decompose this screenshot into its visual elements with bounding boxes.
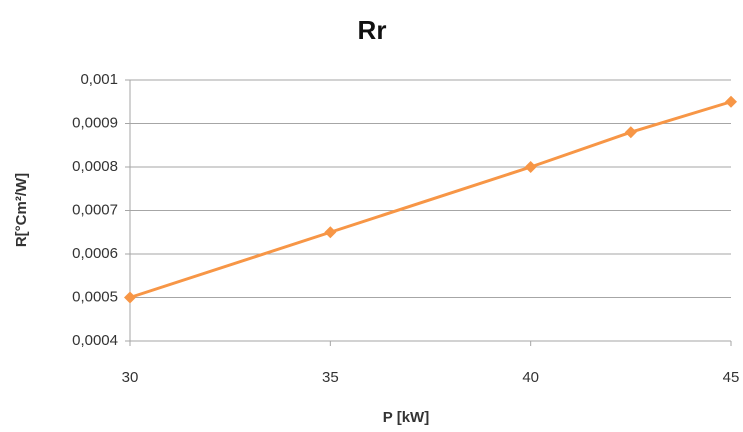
marker: [624, 126, 637, 139]
marker: [324, 226, 337, 239]
marker: [524, 161, 537, 173]
y-tick-label: 0,0007: [72, 201, 118, 218]
y-tick-label: 0,001: [80, 71, 118, 88]
line: [129, 100, 732, 299]
y-tick-label: 0,0009: [72, 114, 118, 131]
chart-title: Rr: [358, 15, 387, 45]
y-tick-label: 0,0006: [72, 245, 118, 262]
marker: [124, 291, 136, 304]
y-axis-title: R[°Cm²/W]: [13, 173, 30, 247]
x-tick-label: 30: [122, 369, 139, 386]
x-tick-label: 40: [522, 369, 539, 386]
y-tick-label: 0,0005: [72, 288, 118, 305]
x-axis-title: P [kW]: [383, 409, 429, 426]
marker: [725, 95, 737, 108]
y-tick-label: 0,0008: [72, 158, 118, 175]
x-tick-label: 45: [723, 369, 740, 386]
y-tick-label: 0,0004: [72, 332, 118, 349]
x-tick-label: 35: [322, 369, 339, 386]
